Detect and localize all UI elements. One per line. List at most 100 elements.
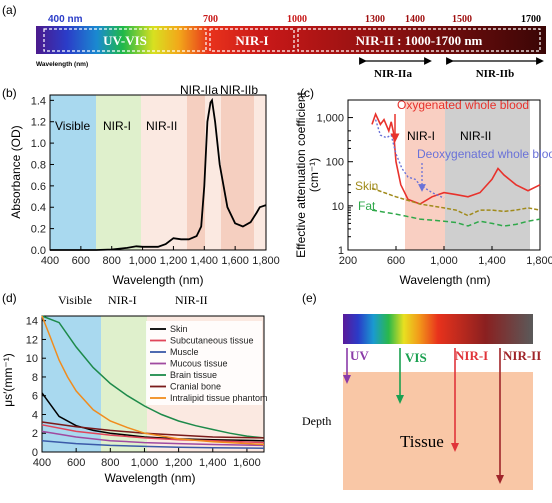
e-depth-label: Depth: [302, 414, 331, 428]
panel-b-label: (b): [2, 86, 17, 100]
d-ytick-label: 14: [26, 316, 38, 328]
b-ytick-label: 0.8: [31, 159, 46, 171]
box-nir2: [297, 28, 541, 52]
e-label-nir1: NIR-I: [455, 348, 488, 363]
d-text-nir2: NIR-II: [175, 293, 208, 307]
e-spectrum-bar: [343, 314, 533, 344]
b-xtick-label: 1,000: [129, 255, 157, 267]
b-xtick-label: 800: [103, 255, 121, 267]
box-nir1-text: NIR-I: [235, 33, 268, 48]
panel-b: (b) Visible NIR-I NIR-II NIR-IIa NIR-IIb…: [2, 83, 280, 287]
b-ytick-label: 0.0: [31, 245, 46, 257]
d-ytick-label: 4: [32, 409, 38, 421]
d-series: [41, 315, 265, 449]
c-xtick-label: 1,800: [526, 255, 552, 267]
d-line-0: [41, 392, 265, 442]
b-ytick-label: 0.6: [31, 181, 46, 193]
d-ytick-label: 6: [32, 391, 38, 403]
c-ytick-label: 10: [332, 201, 344, 213]
spectrum-bar: [36, 26, 546, 54]
b-region-nir2a: [187, 95, 205, 250]
b-text-nir2a: NIR-IIa: [180, 83, 218, 97]
panel-d: (d) Visible NIR-I NIR-II 0 2 4 6 8 10 12 14 400 6…: [1, 291, 268, 485]
d-text-visible: Visible: [58, 293, 92, 307]
b-region-visible: [50, 95, 96, 250]
box-nir1: [209, 28, 295, 52]
c-xtick-label: 1,400: [478, 255, 506, 267]
c-text-nir2: NIR-II: [460, 129, 491, 143]
b-text-nir1: NIR-I: [103, 119, 131, 133]
wl-label-1000: 1000: [287, 14, 307, 25]
panel-e-label: (e): [302, 291, 317, 305]
d-ytick-label: 2: [32, 428, 38, 440]
c-region-nir1: [405, 100, 445, 250]
b-absorbance-curve: [50, 97, 267, 251]
panel-a-label: (a): [2, 3, 17, 17]
b-text-nir2b: NIR-IIb: [220, 83, 258, 97]
c-label-deoxygenated: Deoxygenated whole blood: [417, 147, 552, 161]
b-ytick-label: 0.4: [31, 202, 46, 214]
c-label-fat: Fat: [358, 199, 376, 213]
b-xtick-label: 400: [41, 255, 59, 267]
d-ytick-label: 10: [26, 353, 38, 365]
d-ytick-label: 0: [32, 447, 38, 459]
b-xtick-label: 600: [72, 255, 90, 267]
d-ytick-label: 12: [26, 334, 38, 346]
b-ylabel: Absorbance (OD): [9, 125, 23, 218]
e-label-uv: UV: [350, 348, 369, 363]
e-arrow-head-2: [451, 443, 459, 452]
d-xtick-label: 800: [101, 457, 119, 469]
b-xtick-label: 1,800: [252, 255, 280, 267]
c-ylabel-2: (cm⁻¹): [307, 158, 321, 192]
b-text-visible: Visible: [55, 119, 90, 133]
c-xtick-label: 1,000: [430, 255, 458, 267]
b-region-nir1: [96, 95, 141, 250]
e-arrows: [343, 348, 504, 484]
box-uvvis-text: UV-VIS: [103, 33, 147, 48]
c-line-skin: [371, 187, 541, 217]
d-xtick-label: 1,200: [165, 457, 193, 469]
d-region-nir1: [101, 316, 147, 452]
e-tissue-block: [343, 372, 533, 490]
d-xtick-label: 1,400: [199, 457, 227, 469]
wl-label-1700: 1700: [521, 14, 541, 25]
panel-d-label: (d): [2, 291, 17, 305]
b-text-nir2: NIR-II: [146, 119, 177, 133]
wl-label-700: 700: [203, 14, 218, 25]
b-region-nir2b: [221, 95, 254, 250]
d-line-3: [41, 430, 265, 447]
d-legend-item: Brain tissue: [170, 370, 217, 380]
d-xtick-label: 600: [67, 457, 85, 469]
wl-label-1400: 1400: [405, 14, 425, 25]
d-ylabel: μs′(mm⁻¹): [1, 353, 15, 406]
b-ytick-label: 1.2: [31, 117, 46, 129]
e-tissue-label: Tissue: [400, 432, 444, 451]
d-text-nir1: NIR-I: [108, 293, 137, 307]
b-ytick-label: 0.2: [31, 224, 46, 236]
d-frame: [41, 315, 265, 453]
c-ytick-label: 1,000: [316, 113, 344, 125]
d-line-1: [41, 424, 265, 444]
e-arrow-head-0: [343, 375, 351, 384]
panel-e: (e) UV VIS NIR-I NIR-II Depth Tissue: [302, 291, 541, 490]
panel-a: (a) 400 nm 700 1000 1300 1400 1500 1700 …: [2, 3, 546, 80]
d-line-6: [41, 315, 265, 446]
c-label-skin: Skin: [355, 179, 378, 193]
wl-label-400: 400 nm: [48, 14, 83, 25]
d-xtick-label: 400: [33, 457, 51, 469]
b-xtick-label: 1,400: [191, 255, 219, 267]
d-legend-item: Muscle: [170, 347, 199, 357]
e-label-nir2: NIR-II: [503, 348, 541, 363]
d-xtick-label: 1,600: [233, 457, 261, 469]
c-line-oxygenated: [371, 111, 541, 205]
c-text-nir1: NIR-I: [407, 129, 435, 143]
d-ytick-label: 8: [32, 372, 38, 384]
c-xlabel: Wavelength (nm): [400, 273, 491, 287]
c-ytick-label: 100: [326, 157, 344, 169]
b-ytick-label: 1.0: [31, 138, 46, 150]
d-legend-item: Intralipid tissue phantom: [170, 393, 268, 403]
